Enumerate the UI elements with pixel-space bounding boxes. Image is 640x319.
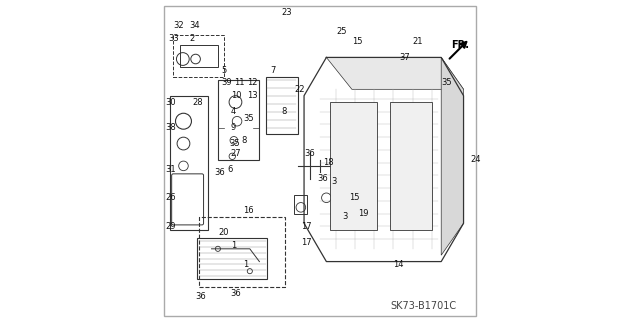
- Text: 37: 37: [400, 53, 410, 62]
- Bar: [294, 195, 307, 214]
- Text: 36: 36: [215, 168, 225, 177]
- Text: 36: 36: [196, 292, 206, 301]
- Text: 5: 5: [221, 66, 227, 75]
- Text: 4: 4: [230, 107, 236, 116]
- Polygon shape: [441, 57, 463, 255]
- Text: 34: 34: [189, 21, 200, 30]
- Text: 3: 3: [331, 177, 337, 186]
- Bar: [390, 102, 431, 230]
- Text: 35: 35: [441, 78, 452, 87]
- Bar: [170, 96, 209, 230]
- Text: 17: 17: [301, 238, 312, 247]
- Text: 33: 33: [168, 34, 179, 43]
- Text: 18: 18: [323, 158, 334, 167]
- Text: 28: 28: [193, 98, 203, 107]
- Text: SK73-B1701C: SK73-B1701C: [390, 301, 456, 311]
- Text: 2: 2: [189, 34, 195, 43]
- Text: 16: 16: [243, 206, 254, 215]
- Bar: [199, 217, 285, 287]
- Bar: [218, 80, 259, 160]
- Text: 14: 14: [394, 260, 404, 269]
- Text: 39: 39: [221, 78, 232, 87]
- Text: 1: 1: [243, 260, 249, 269]
- Text: 27: 27: [230, 149, 241, 158]
- Text: 8: 8: [242, 136, 247, 145]
- Text: 35: 35: [243, 114, 254, 122]
- Text: 22: 22: [294, 85, 305, 94]
- Text: 15: 15: [349, 193, 359, 202]
- Bar: [173, 35, 224, 77]
- Text: 11: 11: [234, 78, 244, 87]
- Text: 26: 26: [165, 193, 176, 202]
- Text: 6: 6: [227, 165, 233, 174]
- Text: 21: 21: [413, 37, 423, 46]
- Bar: [197, 238, 268, 279]
- Text: 23: 23: [282, 8, 292, 17]
- Bar: [266, 77, 298, 134]
- Text: 7: 7: [271, 66, 276, 75]
- Text: 32: 32: [173, 21, 184, 30]
- Text: 13: 13: [246, 91, 257, 100]
- Text: 10: 10: [230, 91, 241, 100]
- Text: FR.: FR.: [451, 40, 468, 50]
- Text: 1: 1: [230, 241, 236, 250]
- Text: 38: 38: [165, 123, 176, 132]
- Text: 36: 36: [317, 174, 328, 183]
- Text: 19: 19: [358, 209, 369, 218]
- Text: 31: 31: [165, 165, 176, 174]
- Bar: [330, 102, 378, 230]
- Text: 25: 25: [336, 27, 346, 36]
- Text: 29: 29: [165, 222, 176, 231]
- Text: 36: 36: [230, 289, 241, 298]
- Text: 12: 12: [246, 78, 257, 87]
- Text: 20: 20: [218, 228, 228, 237]
- Text: 30: 30: [165, 98, 176, 107]
- Text: 3: 3: [342, 212, 348, 221]
- Bar: [180, 45, 218, 67]
- Text: 17: 17: [301, 222, 312, 231]
- Text: 15: 15: [352, 37, 362, 46]
- Text: 35: 35: [229, 139, 240, 148]
- Polygon shape: [326, 57, 463, 89]
- Text: 36: 36: [304, 149, 315, 158]
- Text: 24: 24: [470, 155, 481, 164]
- Text: 8: 8: [282, 107, 287, 116]
- Text: 9: 9: [230, 123, 236, 132]
